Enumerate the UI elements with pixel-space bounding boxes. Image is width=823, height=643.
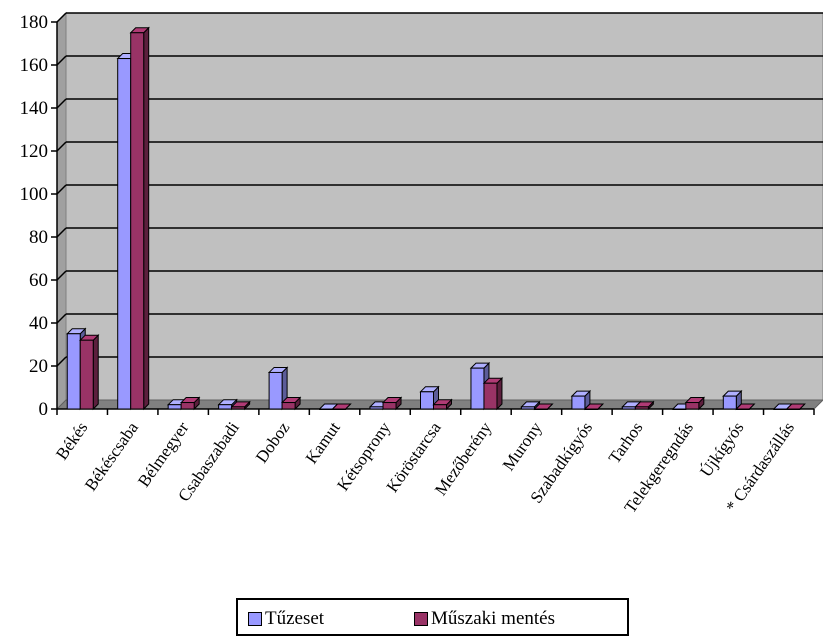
bar-series-1 — [167, 404, 182, 410]
bar-series-2 — [231, 406, 246, 410]
y-tick-label: 80 — [29, 227, 48, 248]
gridline-side — [56, 184, 67, 195]
x-tick-label: Tarhos — [605, 418, 647, 467]
bar-series-2 — [483, 382, 498, 410]
y-tick-label: 20 — [29, 356, 48, 377]
bar-series-1 — [369, 406, 384, 410]
bar-side-2 — [143, 26, 150, 411]
legend-label-series-1: Tűzeset — [265, 608, 325, 629]
bar-series-2 — [332, 408, 347, 410]
bar-series-2 — [433, 404, 447, 410]
bar-series-2 — [533, 408, 548, 410]
legend-swatch-series-2 — [414, 612, 428, 626]
plot-back-wall — [65, 12, 823, 401]
bar-series-1 — [773, 408, 788, 410]
bar-series-1 — [66, 333, 81, 410]
bar-series-1 — [268, 371, 283, 410]
bar-series-1 — [420, 391, 434, 410]
bar-series-1 — [722, 395, 737, 410]
bar-series-1 — [218, 404, 233, 410]
bar-series-2 — [786, 408, 801, 410]
bar-series-1 — [571, 395, 586, 410]
y-tick-label: 100 — [20, 184, 49, 205]
bar-series-1 — [117, 58, 132, 410]
plot-side-wall — [56, 11, 67, 411]
gridline-side — [56, 356, 67, 367]
legend-swatch-series-1 — [248, 612, 262, 626]
legend-label-series-2: Műszaki mentés — [431, 608, 556, 629]
y-tick-label: 60 — [29, 270, 48, 291]
x-tick-label: Újkígyós — [696, 418, 747, 480]
x-tick-label: Kamut — [302, 418, 344, 467]
bar-series-2 — [685, 402, 700, 410]
gridline-side — [56, 270, 67, 281]
bar-series-2 — [180, 402, 195, 410]
gridline-side — [56, 227, 67, 238]
gridline-side — [56, 12, 67, 23]
y-tick-label: 140 — [20, 98, 49, 119]
bar-series-1 — [621, 406, 636, 410]
x-tick-label: Doboz — [252, 418, 294, 466]
x-tick-label: Békés — [52, 418, 91, 463]
y-tick-label: 160 — [20, 55, 49, 76]
gridline-side — [56, 313, 67, 324]
y-tick-label: 40 — [29, 313, 48, 334]
gridline-side — [56, 141, 67, 152]
legend: Tűzeset Műszaki mentés — [236, 598, 629, 636]
bar-series-1 — [319, 408, 334, 410]
bar-series-2 — [79, 339, 94, 410]
y-tick-label: 180 — [20, 12, 49, 33]
legend-item-series-2: Műszaki mentés — [414, 608, 555, 630]
bar-series-2 — [130, 32, 145, 410]
gridline-side — [56, 55, 67, 66]
bar-series-2 — [382, 402, 397, 410]
gridline-side — [56, 98, 67, 109]
x-tick-label: Murony — [499, 418, 546, 474]
bar-series-1 — [470, 367, 485, 410]
y-tick-label: 120 — [20, 141, 49, 162]
bar-side-2 — [92, 333, 99, 411]
bar-series-1 — [672, 408, 687, 410]
bar-series-2 — [281, 402, 296, 410]
y-tick-label: 0 — [39, 399, 49, 420]
bar-series-1 — [520, 406, 535, 410]
legend-item-series-1: Tűzeset — [248, 608, 324, 630]
bar-series-2 — [735, 408, 750, 410]
bar-series-2 — [634, 406, 649, 410]
bar-series-2 — [584, 408, 599, 410]
